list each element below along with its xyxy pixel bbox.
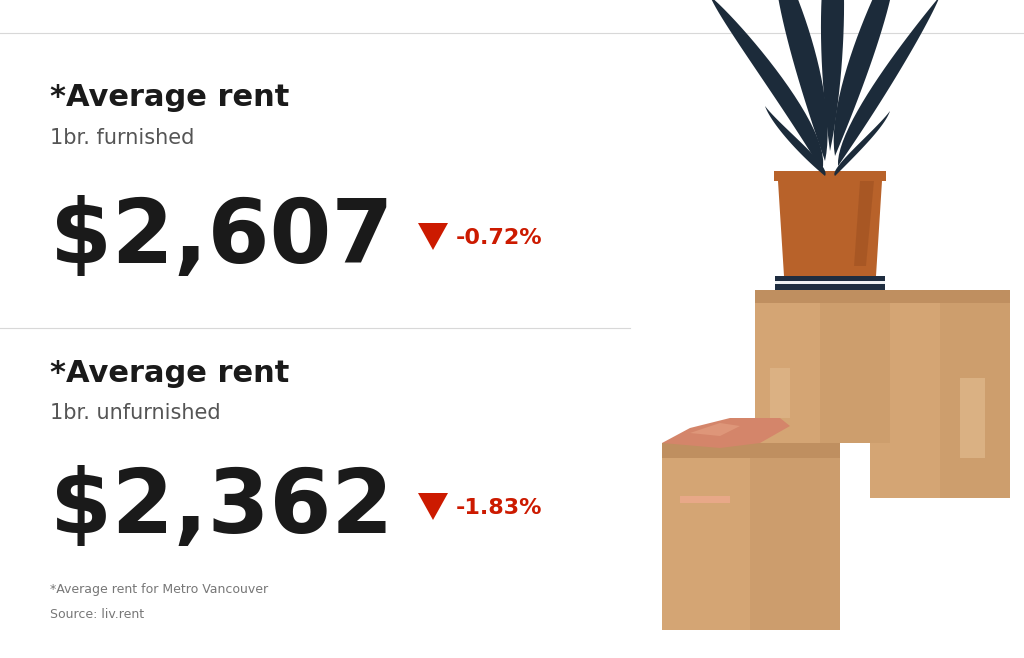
Polygon shape <box>870 290 1010 303</box>
Polygon shape <box>834 0 896 156</box>
Text: *Average rent for Metro Vancouver: *Average rent for Metro Vancouver <box>50 584 268 597</box>
Text: $2,362: $2,362 <box>50 465 393 551</box>
Polygon shape <box>774 0 827 161</box>
Polygon shape <box>961 378 985 458</box>
Polygon shape <box>870 303 1010 498</box>
Polygon shape <box>755 303 890 443</box>
Polygon shape <box>854 181 874 266</box>
Polygon shape <box>662 418 790 448</box>
Polygon shape <box>710 0 823 171</box>
Polygon shape <box>940 303 1010 498</box>
Polygon shape <box>662 443 840 458</box>
Text: *Average rent: *Average rent <box>50 359 290 388</box>
Polygon shape <box>690 423 740 436</box>
Polygon shape <box>821 0 844 151</box>
Polygon shape <box>770 368 790 418</box>
Text: 1br. furnished: 1br. furnished <box>50 128 195 148</box>
Text: $2,607: $2,607 <box>50 195 393 282</box>
Text: -1.83%: -1.83% <box>456 498 543 518</box>
Text: -0.72%: -0.72% <box>456 228 543 248</box>
Polygon shape <box>765 106 825 176</box>
Polygon shape <box>835 111 890 176</box>
Text: Source: liv.rent: Source: liv.rent <box>50 607 144 620</box>
Text: 1br. unfurnished: 1br. unfurnished <box>50 403 220 423</box>
Polygon shape <box>778 181 882 276</box>
Polygon shape <box>775 281 885 284</box>
Polygon shape <box>820 303 890 443</box>
Polygon shape <box>838 0 940 166</box>
Polygon shape <box>662 458 840 630</box>
Text: *Average rent: *Average rent <box>50 84 290 113</box>
Polygon shape <box>774 171 886 181</box>
Polygon shape <box>750 458 840 630</box>
Polygon shape <box>418 223 449 250</box>
Polygon shape <box>755 290 890 303</box>
Polygon shape <box>418 493 449 520</box>
Polygon shape <box>680 496 730 503</box>
Polygon shape <box>775 276 885 290</box>
